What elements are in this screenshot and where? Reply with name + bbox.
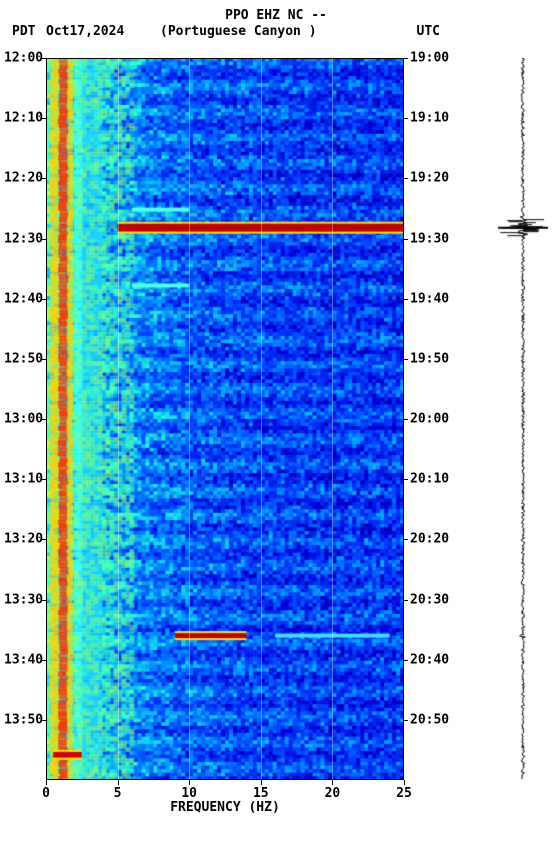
y-tick-left-label: 13:00 [4, 412, 43, 427]
tick-mark [42, 239, 46, 240]
tick-mark [404, 539, 408, 540]
y-tick-left-label: 13:30 [4, 592, 43, 607]
tick-mark [42, 299, 46, 300]
tick-mark [46, 780, 47, 785]
tick-mark [404, 299, 408, 300]
tick-mark [42, 178, 46, 179]
y-tick-left-label: 13:20 [4, 532, 43, 547]
tick-mark [404, 660, 408, 661]
x-tick-label: 15 [253, 786, 269, 801]
tick-mark [404, 419, 408, 420]
date-label: Oct17,2024 [46, 24, 124, 39]
y-tick-left-label: 12:40 [4, 291, 43, 306]
y-tick-right-label: 19:30 [410, 231, 449, 246]
x-tick-label: 20 [325, 786, 341, 801]
waveform-canvas [496, 58, 550, 780]
y-tick-left-label: 12:10 [4, 111, 43, 126]
y-tick-right-label: 19:10 [410, 111, 449, 126]
y-tick-left-label: 12:20 [4, 171, 43, 186]
y-tick-left-label: 13:40 [4, 652, 43, 667]
x-tick-label: 5 [114, 786, 122, 801]
tick-mark [42, 720, 46, 721]
tick-mark [404, 720, 408, 721]
y-tick-left-label: 13:10 [4, 472, 43, 487]
tick-mark [42, 539, 46, 540]
y-tick-right-label: 20:30 [410, 592, 449, 607]
y-tick-left-label: 12:50 [4, 351, 43, 366]
tick-mark [332, 780, 333, 785]
tick-mark [404, 780, 405, 785]
x-axis-label: FREQUENCY (HZ) [0, 800, 450, 815]
tick-mark [42, 359, 46, 360]
tz-right-label: UTC [417, 24, 440, 39]
x-tick-label: 0 [42, 786, 50, 801]
tick-mark [404, 479, 408, 480]
tick-mark [404, 178, 408, 179]
tick-mark [118, 780, 119, 785]
tick-mark [261, 780, 262, 785]
y-tick-right-label: 20:00 [410, 412, 449, 427]
y-tick-right-label: 20:50 [410, 712, 449, 727]
station-code-title: PPO EHZ NC -- [0, 8, 552, 23]
y-tick-left-label: 12:00 [4, 51, 43, 66]
tick-mark [42, 479, 46, 480]
y-tick-right-label: 20:40 [410, 652, 449, 667]
tick-mark [404, 359, 408, 360]
x-tick-label: 25 [396, 786, 412, 801]
y-tick-left-label: 12:30 [4, 231, 43, 246]
station-name-label: (Portuguese Canyon ) [160, 24, 317, 39]
tick-mark [404, 118, 408, 119]
y-tick-right-label: 19:20 [410, 171, 449, 186]
tick-mark [42, 660, 46, 661]
tick-mark [404, 239, 408, 240]
y-tick-right-label: 19:50 [410, 351, 449, 366]
spectrogram-canvas [46, 58, 404, 780]
tick-mark [42, 419, 46, 420]
tz-left-label: PDT [12, 24, 35, 39]
tick-mark [42, 118, 46, 119]
tick-mark [404, 600, 408, 601]
waveform-trace [496, 58, 550, 780]
y-tick-right-label: 19:00 [410, 51, 449, 66]
tick-mark [42, 600, 46, 601]
tick-mark [189, 780, 190, 785]
tick-mark [42, 58, 46, 59]
tick-mark [404, 58, 408, 59]
y-tick-left-label: 13:50 [4, 712, 43, 727]
y-tick-right-label: 19:40 [410, 291, 449, 306]
x-tick-label: 10 [181, 786, 197, 801]
y-tick-right-label: 20:20 [410, 532, 449, 547]
y-tick-right-label: 20:10 [410, 472, 449, 487]
spectrogram-plot [46, 58, 404, 780]
